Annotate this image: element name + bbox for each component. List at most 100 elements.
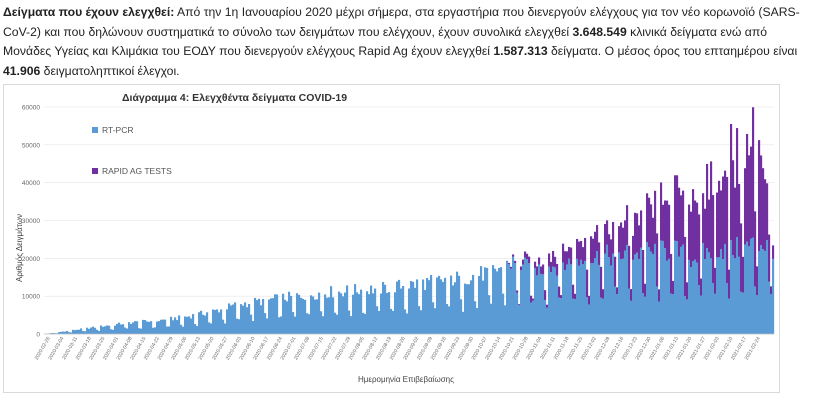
bar-rt-pcr: [698, 285, 701, 334]
bar-rapid-ag: [666, 200, 669, 261]
bar-rt-pcr: [270, 298, 273, 334]
bar-rt-pcr: [764, 250, 767, 334]
bar-rt-pcr: [302, 298, 305, 334]
bar-rapid-ag: [624, 220, 627, 251]
bar-rt-pcr: [226, 309, 229, 334]
bar-rt-pcr: [334, 312, 337, 334]
bar-rt-pcr: [376, 306, 379, 334]
bar-rt-pcr: [472, 274, 475, 334]
bar-rt-pcr: [678, 256, 681, 334]
bar-rapid-ag: [688, 204, 691, 260]
bar-rt-pcr: [390, 308, 393, 334]
bar-rapid-ag: [768, 234, 771, 282]
bar-rapid-ag: [568, 246, 571, 259]
bar-rt-pcr: [384, 284, 387, 334]
bar-rt-pcr: [332, 297, 335, 334]
bar-rapid-ag: [580, 240, 583, 260]
bar-rapid-ag: [576, 238, 579, 259]
bar-rapid-ag: [574, 293, 577, 300]
bar-rt-pcr: [558, 297, 561, 334]
bar-rt-pcr: [178, 315, 181, 334]
bar-rt-pcr: [624, 250, 627, 334]
bar-rt-pcr: [118, 322, 121, 334]
bar-rapid-ag: [610, 239, 613, 266]
bar-rapid-ag: [602, 289, 605, 299]
bar-rt-pcr: [60, 331, 63, 334]
bar-rt-pcr: [272, 298, 275, 334]
bar-rt-pcr: [584, 260, 587, 334]
bar-rt-pcr: [292, 312, 295, 334]
bar-rt-pcr: [444, 277, 447, 334]
bar-rt-pcr: [230, 305, 233, 334]
bar-rt-pcr: [494, 268, 497, 334]
bar-rt-pcr: [358, 294, 361, 334]
bar-rapid-ag: [766, 183, 769, 241]
bar-rt-pcr: [506, 261, 509, 334]
bar-rt-pcr: [328, 297, 331, 334]
bar-rt-pcr: [502, 293, 505, 334]
bar-rt-pcr: [342, 296, 345, 334]
bar-rapid-ag: [754, 211, 757, 287]
bar-rt-pcr: [304, 299, 307, 334]
bar-rt-pcr: [474, 301, 477, 334]
bar-rt-pcr: [382, 281, 385, 334]
bar-rapid-ag: [760, 155, 763, 246]
bar-rt-pcr: [622, 258, 625, 334]
bar-rt-pcr: [108, 325, 111, 334]
bar-rt-pcr: [404, 309, 407, 334]
paragraph-heading: Δείγματα που έχουν ελεγχθεί:: [3, 5, 175, 19]
bar-rt-pcr: [78, 329, 81, 334]
bar-rt-pcr: [354, 284, 357, 334]
bar-rt-pcr: [162, 319, 165, 334]
bar-rapid-ag: [514, 260, 517, 264]
bar-rapid-ag: [738, 183, 741, 257]
bar-rt-pcr: [220, 309, 223, 334]
bar-rt-pcr: [524, 257, 527, 334]
y-tick-label: 30000: [22, 218, 40, 225]
bar-rt-pcr: [224, 323, 227, 334]
bar-rapid-ag: [554, 256, 557, 268]
bar-rt-pcr: [722, 258, 725, 334]
bar-rt-pcr: [486, 267, 489, 334]
bar-rt-pcr: [718, 257, 721, 334]
bar-rt-pcr: [446, 304, 449, 334]
bar-rt-pcr: [566, 264, 569, 334]
bar-rapid-ag: [724, 170, 727, 244]
bar-rapid-ag: [716, 192, 719, 258]
bar-rapid-ag: [712, 195, 715, 283]
bar-rt-pcr: [170, 316, 173, 334]
bar-rt-pcr: [258, 298, 261, 334]
bar-rt-pcr: [74, 330, 77, 334]
bar-rapid-ag: [720, 190, 723, 250]
bar-rt-pcr: [232, 304, 235, 334]
bar-rt-pcr: [326, 297, 329, 334]
bar-rapid-ag: [770, 286, 773, 294]
bar-rapid-ag: [562, 243, 565, 263]
bar-rapid-ag: [662, 204, 665, 241]
bar-rapid-ag: [518, 304, 521, 306]
bar-rt-pcr: [100, 325, 103, 334]
y-axis-label: Αριθμός Δειγμάτων: [15, 214, 24, 282]
bar-rt-pcr: [664, 248, 667, 334]
bar-rt-pcr: [754, 286, 757, 334]
bar-rt-pcr: [438, 275, 441, 334]
bar-rt-pcr: [238, 319, 241, 334]
y-tick-label: 60000: [22, 105, 40, 112]
bar-rapid-ag: [744, 168, 747, 245]
bar-rapid-ag: [714, 267, 717, 294]
bar-rapid-ag: [674, 175, 677, 241]
bar-rt-pcr: [766, 240, 769, 334]
bar-rt-pcr: [448, 306, 451, 334]
bar-rt-pcr: [590, 263, 593, 334]
bar-rapid-ag: [764, 179, 767, 251]
bar-rt-pcr: [140, 328, 143, 334]
bar-rt-pcr: [752, 237, 755, 334]
bar-rapid-ag: [762, 168, 765, 250]
legend-label-rapid: RAPID AG TESTS: [102, 166, 172, 176]
bar-rt-pcr: [212, 309, 215, 334]
bar-rt-pcr: [526, 259, 529, 334]
bar-rt-pcr: [330, 286, 333, 334]
bar-rt-pcr: [618, 252, 621, 334]
bar-rt-pcr: [470, 280, 473, 334]
bar-rt-pcr: [576, 258, 579, 334]
